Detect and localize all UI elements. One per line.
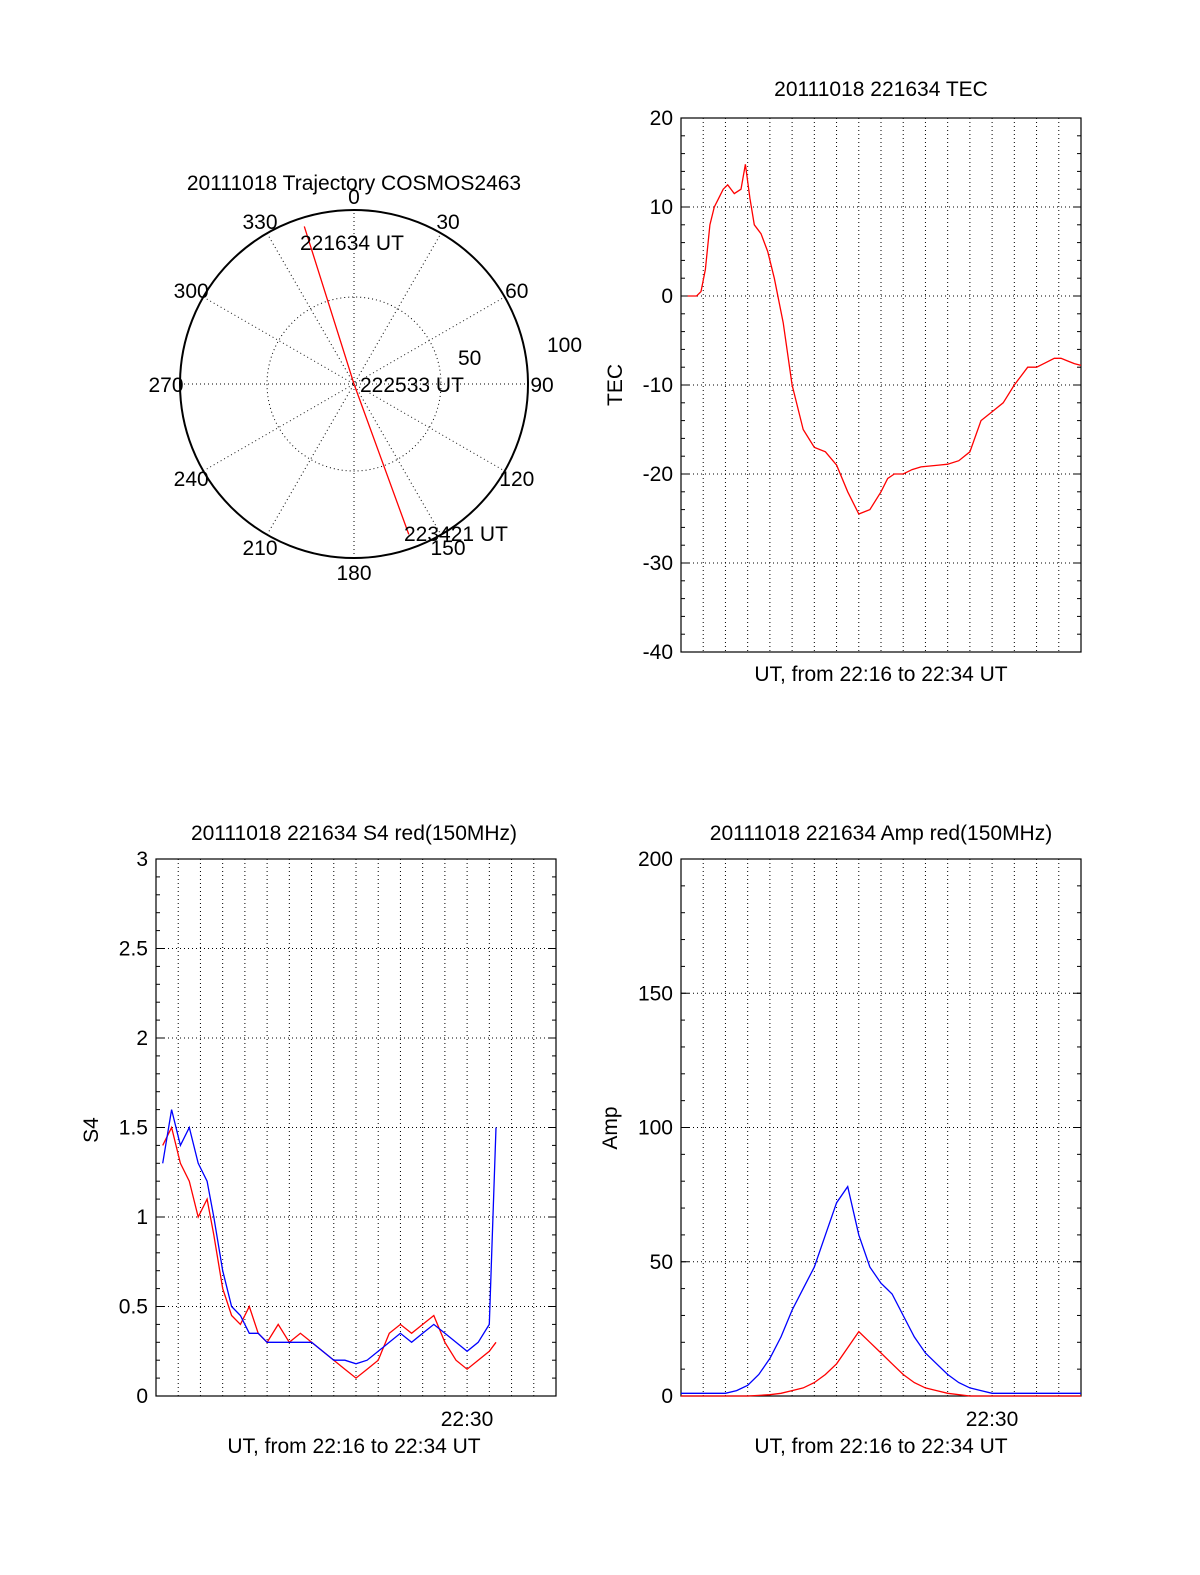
polar-annotation-start: 221634 UT (300, 232, 404, 255)
tec-ytick-label: -20 (643, 463, 673, 486)
amp-ytick-label: 150 (638, 982, 673, 1005)
s4-blue-line (162, 1109, 497, 1365)
s4-ytick-label: 1.5 (119, 1117, 148, 1140)
amp-frame (680, 858, 1082, 1397)
amp-ytick-label: 0 (661, 1385, 673, 1408)
tec-frame (680, 117, 1082, 653)
polar-angle-label: 0 (348, 186, 360, 209)
polar-trajectory-chart: 20111018 Trajectory COSMOS2463 0 30 60 90 12… (148, 172, 582, 585)
amp-ytick-label: 100 (638, 1117, 673, 1140)
tec-ytick-label: -40 (643, 641, 673, 664)
polar-angle-label: 120 (499, 468, 534, 491)
s4-grid (156, 858, 556, 1397)
amp-ylabel: Amp (599, 1106, 622, 1149)
polar-annotation-end: 223421 UT (404, 523, 508, 546)
s4-title: 20111018 221634 S4 red(150MHz) (191, 822, 517, 845)
tec-xlabel: UT, from 22:16 to 22:34 UT (754, 663, 1007, 686)
polar-annotation-mid: 222533 UT (360, 374, 464, 397)
s4-ytick-label: 0 (136, 1385, 148, 1408)
polar-angle-label: 300 (174, 280, 209, 303)
tec-ytick-label: -10 (643, 374, 673, 397)
amp-ytick-label: 200 (638, 848, 673, 871)
s4-ytick-label: 2 (136, 1027, 148, 1050)
tec-ytick-label: 0 (661, 285, 673, 308)
tec-title: 20111018 221634 TEC (774, 78, 988, 101)
tec-ylabel: TEC (604, 364, 627, 406)
polar-angle-label: 180 (336, 562, 371, 585)
s4-ytick-label: 3 (136, 848, 148, 871)
amp-grid (681, 858, 1081, 1397)
amp-red-line (681, 1330, 1081, 1397)
s4-frame (155, 858, 557, 1397)
tec-chart: 20111018 221634 TEC 20 10 0 -10 -20 -30 -40 UT… (604, 78, 1082, 686)
tec-series-line (687, 164, 1082, 515)
tec-ytick-label: 20 (650, 107, 673, 130)
polar-radius-label-50: 50 (458, 347, 481, 370)
s4-xlabel: UT, from 22:16 to 22:34 UT (227, 1435, 480, 1458)
polar-radius-label-100: 100 (547, 334, 582, 357)
s4-ytick-label: 2.5 (119, 938, 148, 961)
polar-angle-label: 90 (530, 374, 553, 397)
amp-ytick-label: 50 (650, 1251, 673, 1274)
polar-angle-label: 150 (430, 537, 465, 560)
amp-xlabel: UT, from 22:16 to 22:34 UT (754, 1435, 1007, 1458)
s4-ytick-label: 0.5 (119, 1296, 148, 1319)
polar-angle-label: 60 (505, 280, 528, 303)
amp-blue-line (681, 1185, 1081, 1394)
amp-y-ticks: 0 50 100 150 200 (638, 848, 673, 1408)
amp-chart: 20111018 221634 Amp red(150MHz) 0 50 100 15… (599, 822, 1082, 1458)
polar-angle-label: 330 (242, 211, 277, 234)
polar-angle-labels: 0 30 60 90 120 150 180 210 240 270 300 330 (148, 186, 553, 585)
polar-trajectory-line (303, 226, 410, 535)
amp-xtick-2230: 22:30 (966, 1408, 1019, 1431)
polar-angle-label: 240 (174, 468, 209, 491)
polar-angle-label: 210 (242, 537, 277, 560)
s4-chart: 20111018 221634 S4 red(150MHz) 0 0.5 1 1.5 2… (80, 822, 557, 1458)
s4-xtick-2230: 22:30 (441, 1408, 494, 1431)
s4-y-ticks: 0 0.5 1 1.5 2 2.5 3 (119, 848, 148, 1408)
polar-title: 20111018 Trajectory COSMOS2463 (187, 172, 521, 195)
amp-title: 20111018 221634 Amp red(150MHz) (710, 822, 1052, 845)
s4-ytick-label: 1 (136, 1206, 148, 1229)
s4-ylabel: S4 (80, 1117, 103, 1143)
s4-red-line (162, 1125, 497, 1379)
tec-ytick-label: -30 (643, 552, 673, 575)
polar-angle-label: 30 (436, 211, 459, 234)
polar-angle-label: 270 (148, 374, 183, 397)
tec-ytick-label: 10 (650, 196, 673, 219)
tec-grid (681, 117, 1081, 653)
tec-y-ticks: 20 10 0 -10 -20 -30 -40 (643, 107, 673, 664)
